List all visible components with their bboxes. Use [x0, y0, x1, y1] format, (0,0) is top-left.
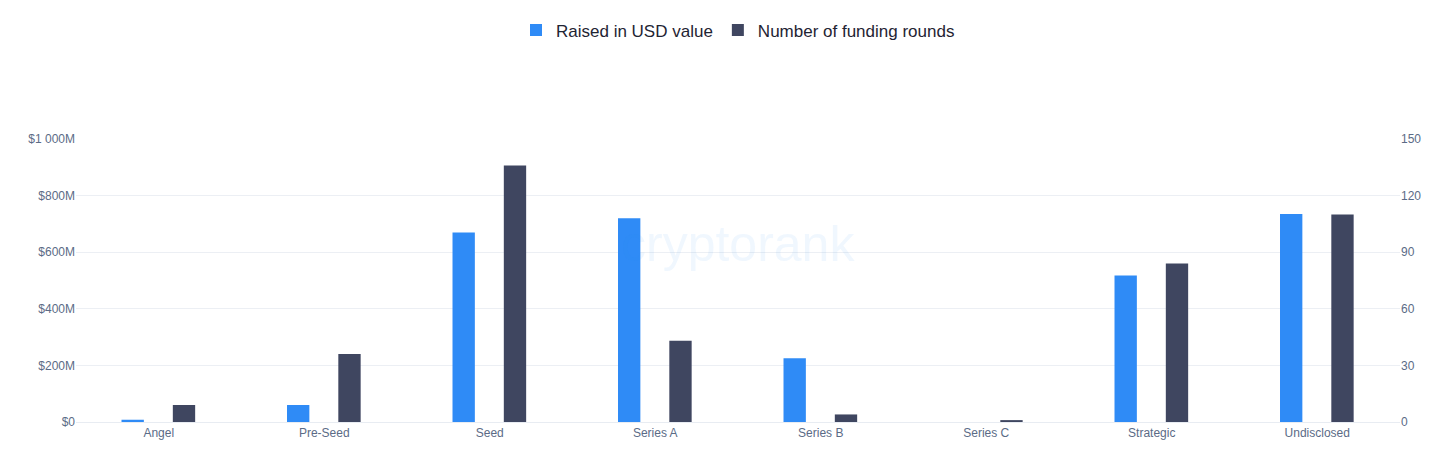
svg-text:cryptorank: cryptorank — [621, 216, 855, 272]
svg-text:30: 30 — [1401, 359, 1415, 373]
svg-text:Number of funding rounds: Number of funding rounds — [758, 22, 955, 41]
svg-text:Undisclosed: Undisclosed — [1285, 426, 1350, 440]
svg-text:Strategic: Strategic — [1128, 426, 1175, 440]
svg-text:$400M: $400M — [38, 302, 75, 316]
svg-text:$1 000M: $1 000M — [28, 132, 75, 146]
svg-text:Angel: Angel — [143, 426, 174, 440]
svg-text:60: 60 — [1401, 302, 1415, 316]
svg-text:$600M: $600M — [38, 245, 75, 259]
svg-text:Pre-Seed: Pre-Seed — [299, 426, 350, 440]
svg-text:Series C: Series C — [963, 426, 1009, 440]
svg-text:Seed: Seed — [476, 426, 504, 440]
svg-text:Series A: Series A — [633, 426, 678, 440]
svg-text:150: 150 — [1401, 132, 1421, 146]
svg-text:Series B: Series B — [798, 426, 843, 440]
svg-text:$800M: $800M — [38, 189, 75, 203]
svg-text:120: 120 — [1401, 189, 1421, 203]
svg-text:$0: $0 — [62, 415, 76, 429]
svg-text:Raised in USD value: Raised in USD value — [556, 22, 713, 41]
svg-text:0: 0 — [1401, 415, 1408, 429]
svg-text:$200M: $200M — [38, 359, 75, 373]
svg-text:90: 90 — [1401, 245, 1415, 259]
